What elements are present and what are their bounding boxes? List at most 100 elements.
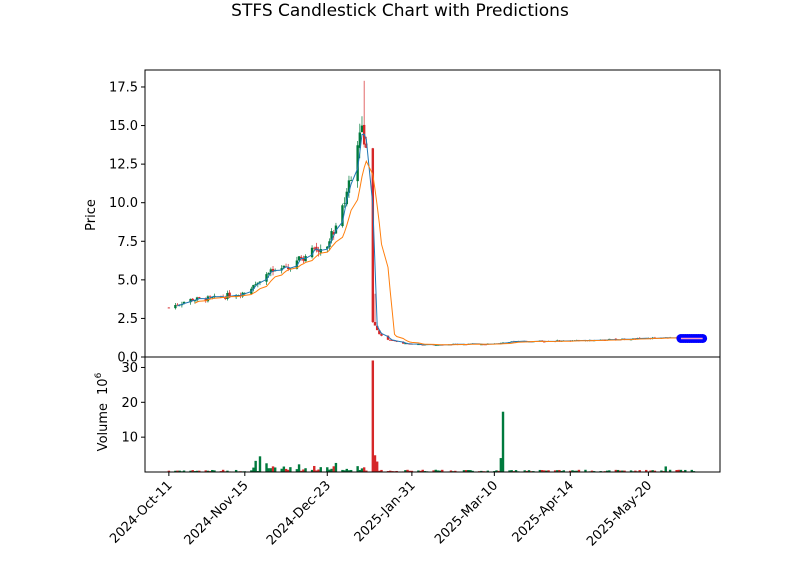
candle-body [373, 322, 377, 326]
candle-body [358, 132, 362, 148]
volume-bar [605, 470, 609, 472]
candle [302, 255, 305, 264]
candle [341, 203, 344, 228]
candle-body [404, 343, 407, 345]
volume-bar [638, 470, 641, 472]
volume-bar [471, 470, 474, 472]
volume-bar [365, 470, 368, 472]
candle-body [174, 305, 177, 309]
volume-bar [684, 469, 687, 472]
candle [345, 188, 348, 207]
candle-body [317, 249, 320, 252]
volume-bar [508, 470, 511, 472]
volume-bars [167, 360, 696, 472]
volume-bar [360, 468, 364, 472]
volume-bar [464, 470, 468, 472]
volume-bar [618, 470, 622, 472]
candle-body [341, 205, 344, 227]
volume-bar [408, 470, 411, 472]
volume-y-ticks: 10 20 30 [121, 361, 145, 446]
price-y-tick-label: 7.5 [117, 235, 138, 250]
volume-bar [191, 470, 194, 472]
candle-body [349, 180, 353, 181]
volume-bar [510, 470, 513, 472]
candle [310, 245, 314, 259]
volume-bar [575, 470, 578, 472]
volume-bar [677, 469, 680, 472]
candle-body [189, 298, 192, 303]
candle-body [204, 298, 207, 302]
volume-bar [334, 462, 338, 472]
x-tick-label: 2025-Apr-14 [510, 478, 577, 545]
volume-bar [328, 469, 331, 472]
volume-axis-label-text: Volume [96, 403, 111, 451]
volume-bar [469, 470, 472, 472]
volume-bar [289, 467, 292, 472]
candle-body [265, 274, 268, 282]
volume-bar [621, 470, 624, 472]
price-y-tick-label: 12.5 [109, 158, 138, 173]
candle-body [386, 335, 390, 340]
price-panel: 0.0 2.5 5.0 7.5 10.0 12.5 15.0 17.5 Price [84, 69, 721, 366]
volume-bar [499, 458, 503, 472]
volume-bar [174, 470, 177, 472]
volume-bar [373, 455, 377, 472]
volume-bar [310, 469, 314, 472]
candle-body [371, 148, 375, 323]
volume-bar [375, 461, 379, 472]
volume-bar [514, 470, 518, 472]
volume-bar [271, 466, 275, 472]
volume-bar [226, 470, 229, 472]
volume-bar [380, 469, 383, 472]
price-y-tick-label: 10.0 [109, 196, 138, 211]
volume-bar [649, 470, 652, 472]
candle-body [391, 340, 394, 341]
x-tick-label: 2025-May-20 [584, 478, 655, 549]
volume-bar [302, 469, 305, 472]
candle-body [280, 268, 283, 271]
volume-bar [675, 470, 678, 472]
volume-axis-label: Volume 106 [94, 372, 111, 451]
candle [315, 242, 318, 253]
candle-body [332, 232, 335, 235]
candle [362, 80, 366, 148]
volume-bar [341, 469, 344, 472]
volume-bar [614, 469, 618, 472]
volume-bar [273, 467, 277, 472]
volume-bar [280, 468, 283, 472]
candle [356, 140, 359, 188]
volume-bar [432, 470, 435, 472]
volume-bar [419, 470, 422, 472]
x-tick-label: 2025-Jan-31 [352, 478, 419, 545]
candle [237, 294, 240, 296]
volume-bar [358, 469, 362, 472]
volume-bar [234, 469, 238, 472]
candle-body [282, 265, 286, 268]
volume-bar [577, 469, 581, 472]
volume-bar [417, 470, 420, 472]
volume-y-tick-label: 20 [121, 396, 138, 411]
volume-bar [182, 470, 186, 472]
price-y-tick-label: 2.5 [117, 312, 138, 327]
candle [300, 255, 303, 261]
candle [373, 293, 377, 326]
volume-bar [269, 468, 273, 472]
candle-body [380, 334, 383, 336]
candle-body [176, 304, 179, 306]
volume-bar [569, 470, 572, 472]
candle-body [287, 267, 290, 269]
price-y-tick-label: 0.0 [117, 351, 138, 366]
candle-body [302, 257, 305, 261]
volume-bar [558, 469, 561, 472]
candle [347, 175, 351, 199]
volume-bar [543, 470, 546, 472]
candle [176, 303, 179, 306]
volume-bar [295, 469, 299, 472]
volume-bar [345, 468, 348, 472]
volume-bar [284, 468, 288, 472]
candle [334, 222, 338, 234]
volume-bar [371, 360, 375, 472]
volume-bar [623, 470, 626, 472]
